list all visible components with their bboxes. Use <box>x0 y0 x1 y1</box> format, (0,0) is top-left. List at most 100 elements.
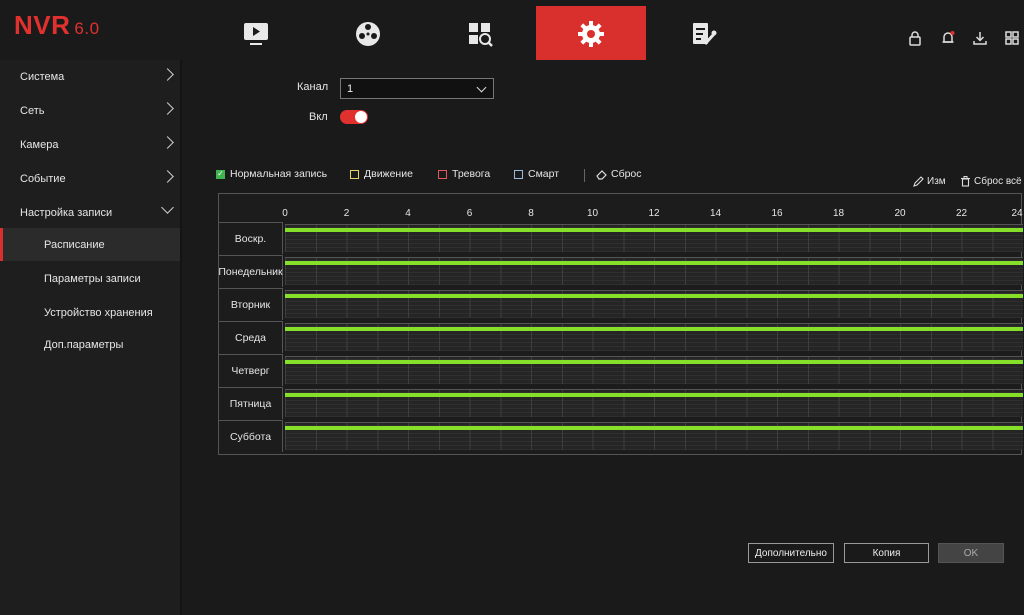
channel-select[interactable]: 1 <box>340 78 494 99</box>
chevron-right-icon <box>161 68 174 81</box>
layout-icon[interactable] <box>1004 30 1020 46</box>
sidebar-item-label: Параметры записи <box>44 272 141 285</box>
reset-all-button[interactable]: Сброс всё <box>960 176 1022 187</box>
gear-icon <box>578 21 604 47</box>
day-label: Понедельник <box>218 255 283 287</box>
app-logo: NVR 6.0 <box>14 10 100 41</box>
day-label: Четверг <box>219 354 283 386</box>
hour-label: 8 <box>528 208 534 219</box>
tab-playback[interactable] <box>313 6 423 62</box>
sidebar-item-label: Доп.параметры <box>44 338 124 351</box>
tab-live-view[interactable] <box>201 6 311 62</box>
hour-label: 12 <box>648 208 660 219</box>
schedule-bar[interactable] <box>285 426 1023 430</box>
lock-icon[interactable] <box>907 30 923 46</box>
day-label: Суббота <box>219 420 283 452</box>
legend-reset-label: Сброс <box>611 168 642 180</box>
day-label: Вторник <box>219 288 283 320</box>
legend-smart-label: Смарт <box>528 168 560 180</box>
schedule-bar[interactable] <box>285 228 1023 232</box>
film-reel-icon <box>356 22 380 46</box>
smart-swatch-icon <box>514 169 523 179</box>
sidebar-item-storage-device[interactable]: Устройство хранения <box>0 296 180 329</box>
schedule-track[interactable] <box>285 356 1023 384</box>
hour-label: 10 <box>586 208 599 219</box>
hour-label: 24 <box>1011 208 1023 219</box>
document-wrench-icon <box>693 23 717 46</box>
legend-motion[interactable]: Движение <box>350 167 413 181</box>
sidebar-item-record-settings[interactable]: Настройка записи <box>0 196 180 229</box>
schedule-bar[interactable] <box>285 360 1023 364</box>
hour-label: 16 <box>771 208 783 219</box>
schedule-grid[interactable]: 0 2 4 6 8 10 12 14 16 18 20 22 24 Воскр. Понедельник В… <box>218 193 1023 455</box>
logo-text: NVR <box>14 10 71 40</box>
schedule-track[interactable] <box>285 422 1023 450</box>
edit-label: Изм <box>927 176 946 187</box>
legend-normal-label: Нормальная запись <box>230 168 328 180</box>
enable-toggle[interactable] <box>340 110 368 124</box>
download-icon[interactable] <box>972 30 988 46</box>
trash-icon <box>961 176 970 187</box>
advanced-button[interactable]: Дополнительно <box>748 543 834 563</box>
channel-label: Канал <box>297 81 329 93</box>
ok-button[interactable]: OK <box>938 543 1004 563</box>
pencil-icon <box>913 176 924 187</box>
schedule-track[interactable] <box>285 257 1023 285</box>
eraser-icon <box>596 170 607 180</box>
sidebar-item-record-params[interactable]: Параметры записи <box>0 262 180 295</box>
sidebar-item-event[interactable]: Событие <box>0 162 180 195</box>
tab-search[interactable] <box>425 6 535 62</box>
sidebar-item-system[interactable]: Система <box>0 60 180 93</box>
schedule-track[interactable] <box>285 224 1023 252</box>
schedule-bar[interactable] <box>285 393 1023 397</box>
tab-maintenance[interactable] <box>648 6 758 62</box>
motion-swatch-icon <box>350 169 359 179</box>
legend-alarm[interactable]: Тревога <box>438 167 490 181</box>
legend-motion-label: Движение <box>364 168 413 180</box>
enable-label: Вкл <box>309 111 328 123</box>
top-bar: NVR 6.0 <box>0 0 1024 62</box>
legend-normal[interactable]: ✓ Нормальная запись <box>216 167 327 181</box>
edit-button[interactable]: Изм <box>913 176 946 187</box>
chevron-right-icon <box>161 170 174 183</box>
reset-all-label: Сброс всё <box>974 176 1022 187</box>
copy-button[interactable]: Копия <box>844 543 929 563</box>
toggle-knob <box>355 111 367 123</box>
schedule-track[interactable] <box>285 290 1023 318</box>
sidebar-item-advanced-params[interactable]: Доп.параметры <box>0 328 180 361</box>
chevron-right-icon <box>161 136 174 149</box>
legend-divider <box>584 169 585 182</box>
sidebar-item-label: Настройка записи <box>20 206 113 219</box>
hour-label: 20 <box>894 208 906 219</box>
sidebar-item-schedule[interactable]: Расписание <box>0 228 180 261</box>
chevron-right-icon <box>161 102 174 115</box>
hour-label: 0 <box>282 208 288 219</box>
grid-search-icon <box>469 23 493 47</box>
schedule-track[interactable] <box>285 389 1023 417</box>
hour-label: 6 <box>466 208 473 219</box>
hour-label: 4 <box>405 208 411 219</box>
sidebar-item-label: Расписание <box>44 238 105 251</box>
schedule-bar[interactable] <box>285 261 1023 265</box>
chevron-down-icon <box>161 201 174 214</box>
sidebar-item-label: Сеть <box>20 104 45 117</box>
play-monitor-icon <box>244 23 268 45</box>
legend-reset-button[interactable]: Сброс <box>596 167 642 181</box>
day-label: Воскр. <box>219 222 283 254</box>
schedule-bar[interactable] <box>285 327 1023 331</box>
checkbox-checked-icon: ✓ <box>216 169 225 179</box>
legend-alarm-label: Тревога <box>452 168 491 180</box>
sidebar-item-label: Устройство хранения <box>44 306 153 319</box>
sidebar-item-camera[interactable]: Камера <box>0 128 180 161</box>
schedule-track[interactable] <box>285 323 1023 351</box>
hour-header: 0 2 4 6 8 10 12 14 16 18 20 22 24 <box>219 194 1023 222</box>
hour-label: 22 <box>955 208 968 219</box>
logo-version: 6.0 <box>74 19 100 38</box>
sidebar-item-network[interactable]: Сеть <box>0 94 180 127</box>
day-label: Пятница <box>219 387 283 419</box>
tab-settings[interactable] <box>536 6 646 62</box>
schedule-bar[interactable] <box>285 294 1023 298</box>
legend-smart[interactable]: Смарт <box>514 167 559 181</box>
bell-icon[interactable] <box>940 30 956 46</box>
sidebar-item-label: Система <box>20 70 65 83</box>
